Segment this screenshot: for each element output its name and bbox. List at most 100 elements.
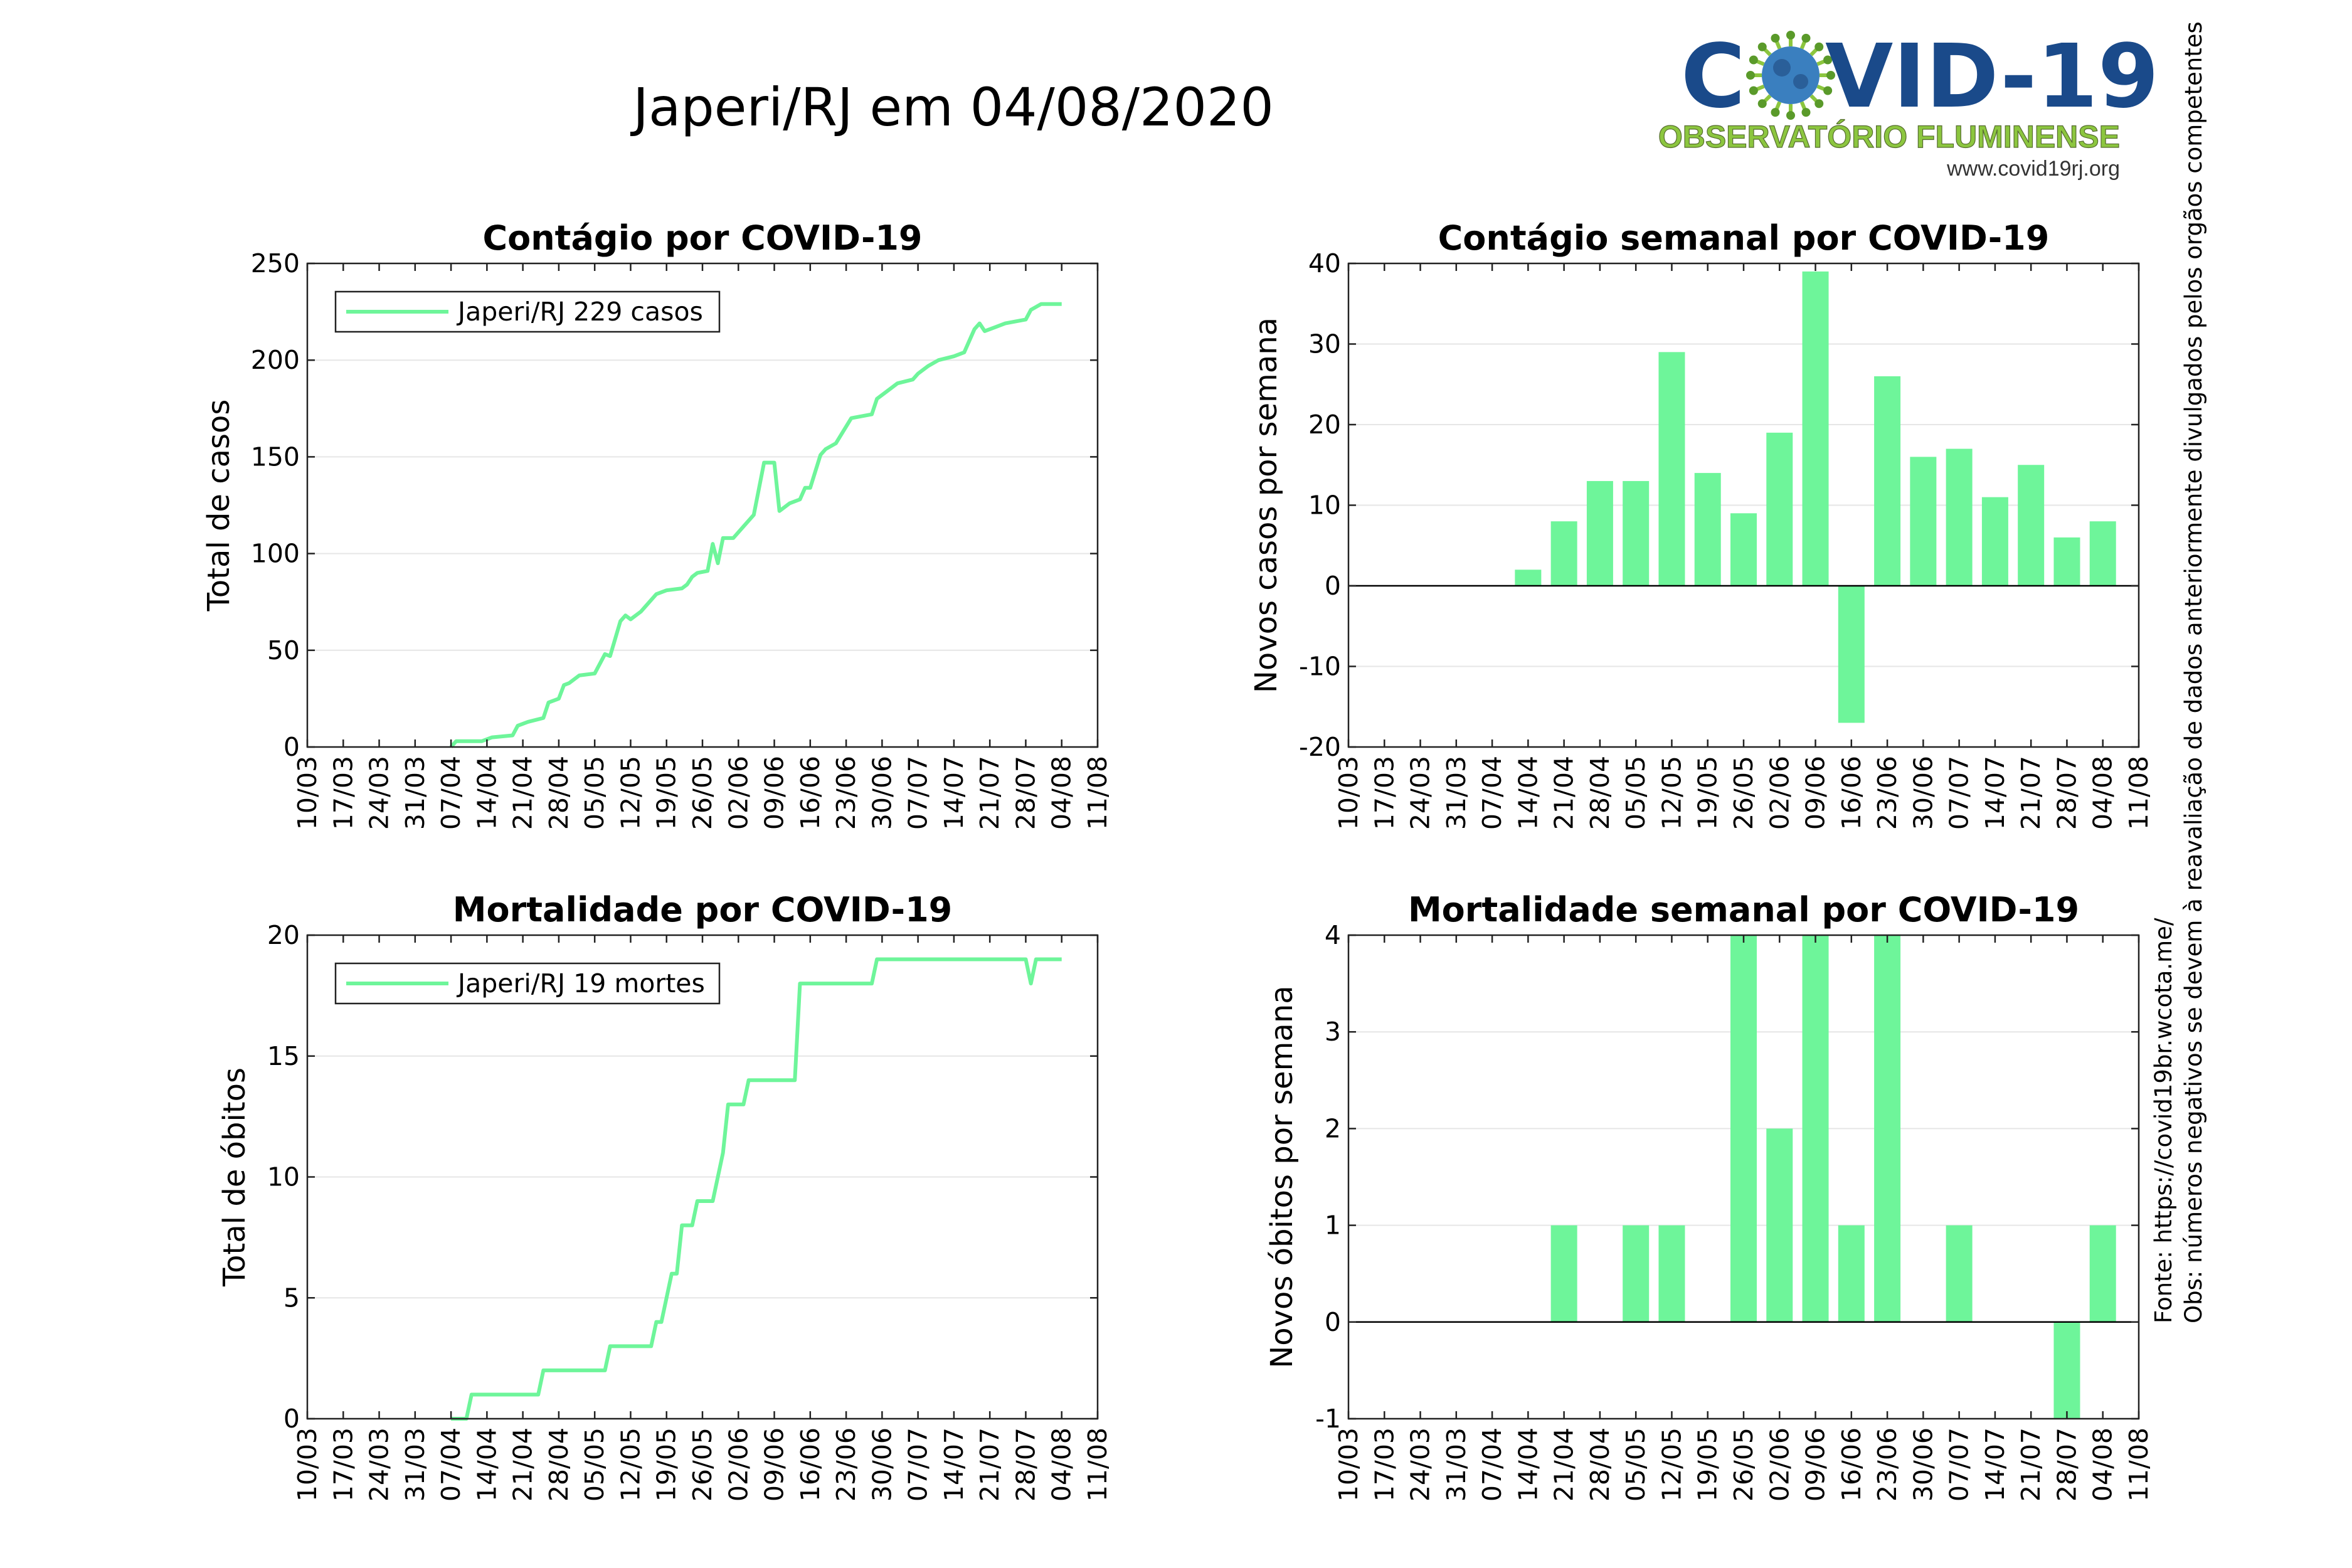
legend-label: Japeri/RJ 229 casos <box>456 297 703 327</box>
x-tick-label: 02/06 <box>723 756 753 830</box>
x-tick-label: 21/04 <box>1549 1428 1579 1502</box>
x-tick-label: 05/05 <box>580 756 610 830</box>
bar <box>2089 1225 2116 1322</box>
bar <box>1730 513 1757 586</box>
bar <box>1623 480 1650 586</box>
series-line <box>449 302 1062 748</box>
x-tick-label: 21/04 <box>508 1428 538 1502</box>
legend: Japeri/RJ 19 mortes <box>334 962 721 1005</box>
x-tick-label: 05/05 <box>580 1428 610 1502</box>
virus-spike-tip <box>1757 42 1767 51</box>
y-tick-label: 30 <box>1308 329 1341 359</box>
bar <box>1946 448 1973 586</box>
virus-spike-tip <box>1749 55 1758 65</box>
x-tick-label: 12/05 <box>615 756 645 830</box>
virus-spot <box>1793 74 1808 89</box>
virus-spike-tip <box>1801 33 1811 43</box>
virus-spike-tip <box>1786 111 1795 120</box>
x-tick-label: 31/03 <box>400 756 430 830</box>
x-tick-label: 11/08 <box>1083 1428 1113 1502</box>
y-tick-label: 40 <box>1308 248 1341 278</box>
x-tick-label: 07/04 <box>1477 1428 1507 1502</box>
bar <box>1730 935 1757 1322</box>
x-tick-label: 23/06 <box>831 756 861 830</box>
x-tick-label: 17/03 <box>328 756 358 830</box>
virus-spike-tip <box>1746 71 1755 80</box>
y-tick-label: 0 <box>1325 1307 1341 1337</box>
bar <box>1802 935 1829 1322</box>
x-tick-label: 24/03 <box>1406 756 1436 830</box>
y-axis-label: Novos óbitos por semana <box>1264 985 1300 1368</box>
virus-spike-tip <box>1771 33 1780 43</box>
x-tick-label: 26/05 <box>1729 1428 1759 1502</box>
virus-icon <box>1746 31 1835 120</box>
x-tick-label: 14/07 <box>1980 756 2010 830</box>
bar <box>1910 457 1937 586</box>
x-tick-label: 30/06 <box>1908 1428 1938 1502</box>
x-tick-label: 11/08 <box>1083 756 1113 830</box>
y-axis-label: Total de casos <box>201 400 236 612</box>
x-tick-label: 23/06 <box>1872 1428 1902 1502</box>
x-tick-label: 28/07 <box>1010 1428 1041 1502</box>
chart-title: Mortalidade semanal por COVID-19 <box>1408 890 2079 930</box>
x-tick-label: 28/07 <box>2052 756 2082 830</box>
bar <box>1586 480 1613 586</box>
virus-spike-tip <box>1814 42 1824 51</box>
x-tick-label: 14/04 <box>472 756 502 830</box>
x-tick-label: 31/03 <box>1441 756 1471 830</box>
x-tick-label: 31/03 <box>400 1428 430 1502</box>
bar <box>2089 521 2116 586</box>
x-tick-label: 19/05 <box>1693 1428 1723 1502</box>
x-tick-label: 24/03 <box>364 756 395 830</box>
bar <box>1946 1225 1973 1322</box>
bar <box>1981 497 2008 586</box>
bar <box>1766 1128 1793 1322</box>
x-tick-label: 14/04 <box>1513 756 1543 830</box>
x-tick-label: 21/07 <box>2016 1428 2046 1502</box>
x-tick-label: 24/03 <box>364 1428 395 1502</box>
y-tick-label: 100 <box>251 539 300 569</box>
y-tick-label: 4 <box>1325 920 1341 950</box>
virus-spike-tip <box>1826 71 1835 80</box>
x-tick-label: 05/05 <box>1621 756 1651 830</box>
x-tick-label: 10/03 <box>292 756 322 830</box>
x-tick-label: 02/06 <box>1764 756 1794 830</box>
bar <box>1874 935 1901 1322</box>
x-tick-label: 19/05 <box>652 756 682 830</box>
x-tick-label: 19/05 <box>652 1428 682 1502</box>
x-tick-label: 12/05 <box>1656 1428 1687 1502</box>
x-tick-label: 23/06 <box>1872 756 1902 830</box>
bar <box>1694 473 1721 586</box>
y-tick-label: 250 <box>251 248 300 278</box>
y-tick-label: 20 <box>1308 410 1341 440</box>
x-tick-label: 21/07 <box>975 1428 1005 1502</box>
chart-title: Mortalidade por COVID-19 <box>453 890 952 930</box>
x-tick-label: 14/04 <box>472 1428 502 1502</box>
x-tick-label: 28/04 <box>1585 1428 1615 1502</box>
y-tick-label: 50 <box>267 635 300 665</box>
y-tick-label: -1 <box>1315 1404 1341 1434</box>
logo-covid-text: VID-19 <box>1825 26 2159 128</box>
y-tick-label: 0 <box>283 1404 300 1434</box>
y-tick-label: 0 <box>283 732 300 762</box>
virus-spot <box>1773 59 1791 77</box>
x-tick-label: 23/06 <box>831 1428 861 1502</box>
x-tick-label: 10/03 <box>1333 756 1364 830</box>
x-tick-label: 30/06 <box>867 756 897 830</box>
x-tick-label: 04/08 <box>2088 756 2118 830</box>
y-tick-label: -20 <box>1299 732 1341 762</box>
bar <box>1550 521 1577 586</box>
x-tick-label: 16/06 <box>1836 756 1867 830</box>
virus-spike-tip <box>1801 108 1811 117</box>
bar <box>2053 537 2080 586</box>
x-tick-label: 16/06 <box>795 1428 825 1502</box>
x-tick-label: 14/07 <box>939 1428 969 1502</box>
x-tick-label: 16/06 <box>1836 1428 1867 1502</box>
series-line <box>451 957 1062 1421</box>
x-tick-label: 30/06 <box>867 1428 897 1502</box>
x-tick-label: 07/04 <box>436 756 466 830</box>
logo-url: www.covid19rj.org <box>1946 157 2120 181</box>
x-tick-label: 28/04 <box>1585 756 1615 830</box>
